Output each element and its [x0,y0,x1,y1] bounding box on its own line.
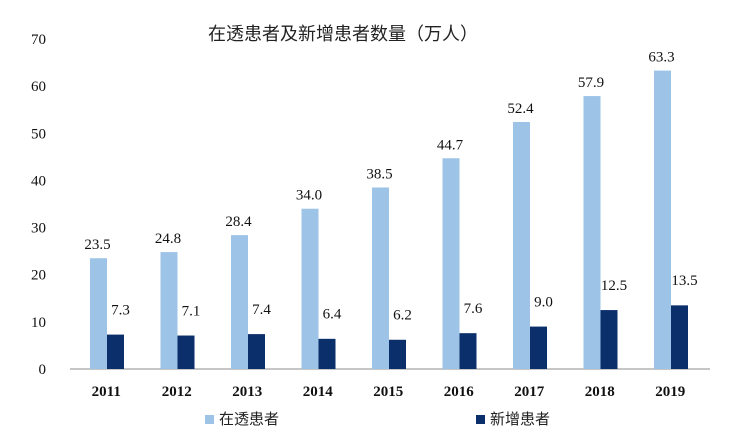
bar-new-patients [107,334,124,369]
x-tick-label: 2017 [514,384,545,400]
bar-new-patients [600,310,618,369]
bar-in-dialysis [301,208,319,369]
data-label-in-dialysis: 23.5 [84,237,110,253]
bar-in-dialysis [90,258,107,369]
x-tick-label: 2011 [92,384,121,400]
bar-in-dialysis [583,96,601,370]
data-label-new-patients: 6.2 [393,308,412,324]
y-tick-label: 60 [31,79,46,95]
x-tick-label: 2016 [444,384,475,400]
x-tick-label: 2014 [303,384,334,400]
legend-swatch-in-dialysis [205,415,214,424]
y-tick-label: 30 [31,221,46,237]
bar-in-dialysis [372,187,389,369]
data-label-in-dialysis: 38.5 [366,167,392,183]
bar-new-patients [389,339,406,369]
bar-in-dialysis [442,158,460,369]
x-tick-label: 2012 [162,384,192,400]
data-label-in-dialysis: 24.8 [155,231,181,247]
data-label-new-patients: 7.1 [182,303,201,319]
bar-new-patients [318,338,336,369]
x-tick-label: 2019 [655,384,685,400]
chart-title: 在透患者及新增患者数量（万人） [208,24,478,45]
legend-swatch-new-patients [476,415,485,424]
data-label-new-patients: 13.5 [671,273,697,289]
data-label-new-patients: 7.4 [252,302,271,318]
bar-new-patients [177,335,195,369]
x-axis-ticks: 2011 2012 2013 2014 2015 2016 2017 2018 2019 [92,384,686,400]
x-tick-label: 2018 [585,384,615,400]
data-label-in-dialysis: 63.3 [648,50,674,66]
data-label-new-patients: 7.3 [111,302,130,318]
bar-in-dialysis [231,235,248,369]
bar-new-patients [671,305,688,369]
y-tick-label: 0 [39,362,47,378]
data-label-in-dialysis: 44.7 [437,137,464,153]
bar-in-dialysis [513,121,530,369]
data-label-new-patients: 7.6 [464,301,483,317]
bar-new-patients [248,334,265,369]
y-tick-label: 50 [31,126,46,142]
y-tick-label: 40 [31,173,46,189]
data-label-in-dialysis: 28.4 [225,214,252,230]
data-label-in-dialysis: 52.4 [507,101,534,117]
y-axis-ticks: 0 10 20 30 40 50 60 70 [31,32,46,378]
data-label-in-dialysis: 57.9 [578,75,604,91]
bar-group: 23.5 7.3 24.8 7.1 28.4 7.4 34.0 6.4 38.5 6.2 44.7 7… [84,50,698,370]
x-tick-label: 2013 [232,384,262,400]
data-label-in-dialysis: 34.0 [296,188,322,204]
bar-in-dialysis [654,70,671,369]
y-tick-label: 10 [31,315,46,331]
bar-in-dialysis [160,252,178,369]
x-tick-label: 2015 [373,384,403,400]
y-tick-label: 20 [31,268,46,284]
bar-new-patients [459,333,477,369]
bar-new-patients [530,326,547,369]
y-tick-label: 70 [31,32,46,48]
legend: 在透患者 新增患者 [205,410,550,428]
data-label-new-patients: 6.4 [323,307,342,323]
data-label-new-patients: 9.0 [534,294,553,310]
legend-label-in-dialysis: 在透患者 [219,410,279,428]
legend-label-new-patients: 新增患者 [490,410,550,428]
data-label-new-patients: 12.5 [601,278,627,294]
